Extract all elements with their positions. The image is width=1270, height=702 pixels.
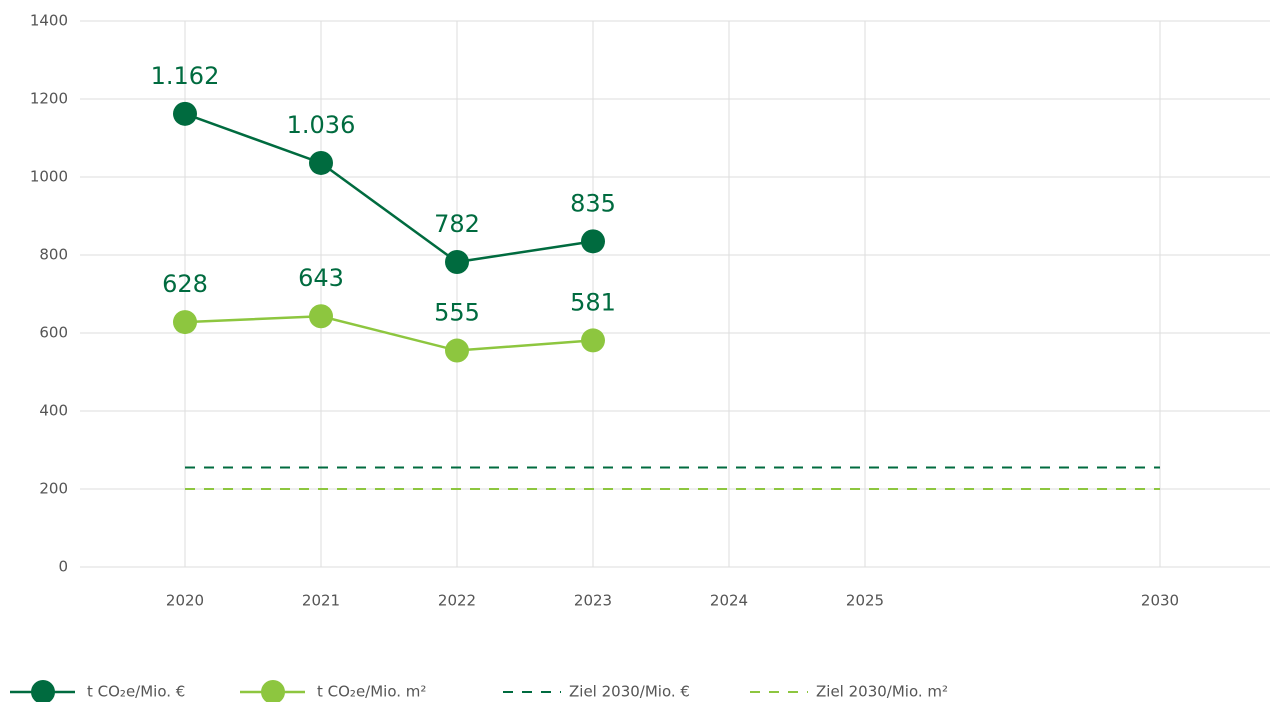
x-tick-label: 2020 xyxy=(166,592,204,610)
data-label: 1.036 xyxy=(287,111,356,139)
y-tick-label: 1200 xyxy=(30,90,68,108)
data-point xyxy=(445,338,469,363)
x-tick-label: 2030 xyxy=(1141,592,1179,610)
x-tick-label: 2021 xyxy=(302,592,340,610)
data-label: 782 xyxy=(434,210,480,238)
y-tick-label: 1000 xyxy=(30,168,68,186)
data-point xyxy=(581,328,605,353)
data-label: 628 xyxy=(162,270,208,298)
data-label: 643 xyxy=(298,264,344,292)
y-tick-label: 200 xyxy=(39,480,68,498)
y-tick-label: 400 xyxy=(39,402,68,420)
data-label: 581 xyxy=(570,288,616,316)
data-point xyxy=(581,229,605,254)
legend-marker xyxy=(31,680,55,702)
y-tick-label: 1400 xyxy=(30,12,68,30)
data-point xyxy=(445,250,469,275)
data-point xyxy=(173,101,197,126)
legend-label: t CO₂e/Mio. m² xyxy=(317,683,426,701)
x-tick-label: 2022 xyxy=(438,592,476,610)
x-tick-label: 2025 xyxy=(846,592,884,610)
legend-label: Ziel 2030/Mio. m² xyxy=(816,683,948,701)
data-label: 835 xyxy=(570,189,616,217)
legend-marker xyxy=(261,680,285,702)
data-point xyxy=(309,150,333,175)
legend-label: Ziel 2030/Mio. € xyxy=(569,683,690,701)
data-point xyxy=(309,304,333,329)
x-tick-label: 2024 xyxy=(710,592,748,610)
y-tick-label: 600 xyxy=(39,324,68,342)
data-label: 1.162 xyxy=(151,62,220,90)
series-line xyxy=(184,314,594,352)
y-tick-label: 0 xyxy=(58,558,68,576)
y-tick-label: 800 xyxy=(39,246,68,264)
x-tick-label: 2023 xyxy=(574,592,612,610)
legend-label: t CO₂e/Mio. € xyxy=(87,683,185,701)
data-point xyxy=(173,310,197,335)
series-line xyxy=(184,112,594,264)
data-label: 555 xyxy=(434,299,480,327)
